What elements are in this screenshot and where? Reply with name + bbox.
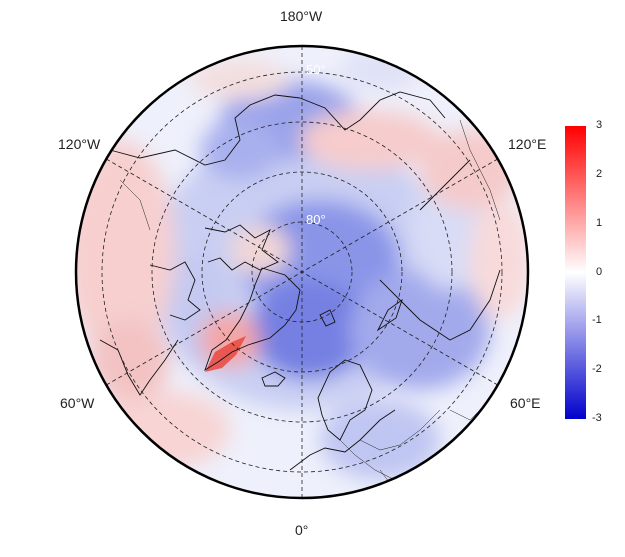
colorbar (565, 126, 586, 419)
lat-label-50: 50° (306, 62, 326, 77)
lon-label-upper-right: 120°E (508, 136, 547, 152)
colorbar-tick-label: 2 (596, 167, 603, 180)
colorbar-tick-label: 3 (596, 119, 603, 131)
meridian-120w-60e (106, 158, 498, 386)
lat-label-80: 80° (306, 212, 326, 227)
coastlines (99, 91, 501, 471)
colorbar-tick-label: -2 (592, 363, 602, 376)
map-boundary (74, 44, 530, 500)
colorbar-tick-label: -1 (592, 314, 602, 327)
anomaly-field (76, 46, 528, 498)
colorbar-tick-label: 1 (596, 216, 603, 229)
lat-circle-50 (101, 71, 503, 473)
colorbar-tick-label: 0 (596, 265, 603, 278)
lon-label-bottom: 0° (295, 522, 309, 538)
lon-label-lower-right: 60°E (510, 395, 541, 411)
lon-label-lower-left: 60°W (60, 395, 95, 411)
lon-label-top: 180°W (280, 8, 323, 24)
lon-label-upper-left: 120°W (58, 136, 101, 152)
graticule (101, 46, 503, 498)
lat-circle-60 (151, 121, 453, 423)
colorbar-tick-label: -3 (592, 412, 602, 424)
